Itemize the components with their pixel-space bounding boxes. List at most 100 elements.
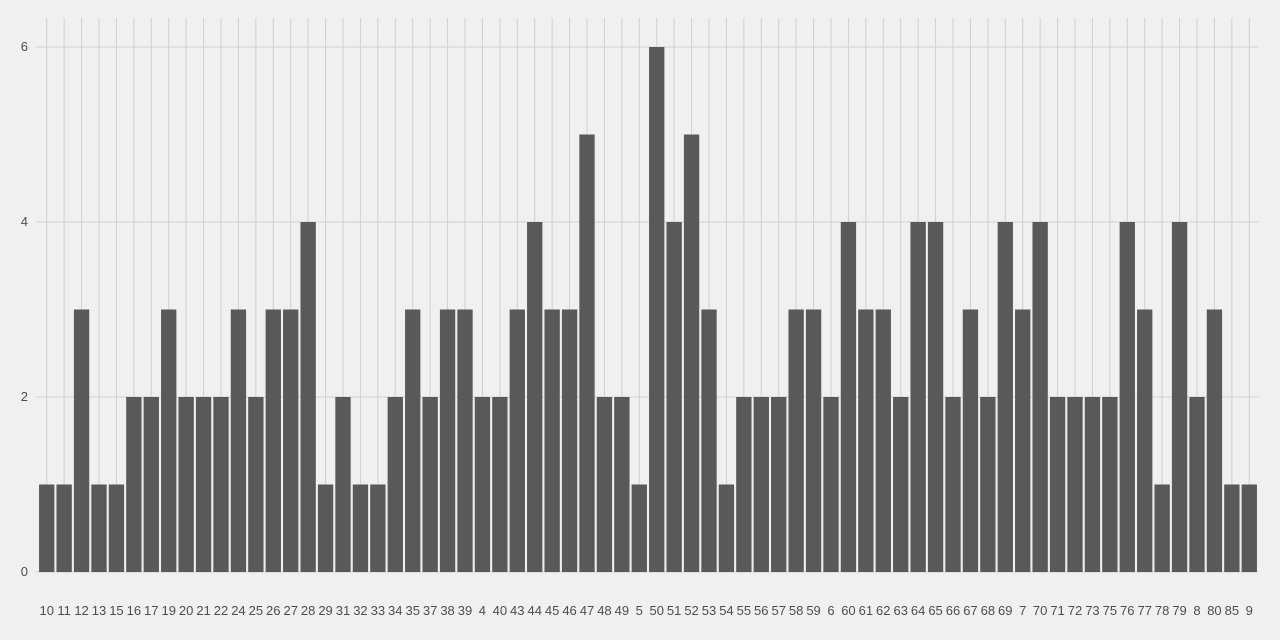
x-tick-label: 6: [827, 603, 834, 618]
bar-8: [1189, 397, 1205, 572]
bar-16: [126, 397, 142, 572]
x-tick-label: 52: [684, 603, 698, 618]
x-tick-label: 37: [423, 603, 437, 618]
bar-78: [1154, 484, 1170, 572]
bar-12: [73, 309, 90, 572]
bar-11: [56, 484, 72, 572]
bar-34: [387, 397, 403, 572]
x-tick-label: 11: [57, 603, 71, 618]
bar-85: [1224, 484, 1240, 572]
x-axis-tick-labels: 10 11 12 13 15 16 17 19 20 21 22 24 25 26 27 28 29 31 32 33…: [39, 603, 1252, 618]
x-tick-label: 27: [283, 603, 297, 618]
bar-10: [39, 484, 55, 572]
x-tick-label: 39: [458, 603, 472, 618]
x-tick-label: 54: [719, 603, 733, 618]
bar-49: [614, 397, 630, 572]
bar-70: [1032, 222, 1048, 572]
bar-60: [840, 222, 857, 572]
bar-13: [91, 484, 107, 572]
bar-66: [945, 397, 961, 572]
x-tick-label: 53: [702, 603, 716, 618]
x-tick-label: 17: [144, 603, 158, 618]
x-tick-label: 65: [928, 603, 942, 618]
bars: [39, 47, 1257, 572]
x-tick-label: 68: [981, 603, 995, 618]
y-tick-label: 4: [21, 214, 28, 229]
bar-43: [509, 309, 525, 572]
x-tick-label: 72: [1068, 603, 1082, 618]
bar-15: [108, 484, 125, 572]
x-tick-label: 85: [1225, 603, 1239, 618]
bar-61: [858, 309, 874, 572]
bar-48: [596, 397, 613, 572]
x-tick-label: 60: [841, 603, 855, 618]
x-tick-label: 61: [859, 603, 873, 618]
bar-63: [893, 397, 909, 572]
x-tick-label: 46: [562, 603, 576, 618]
bar-62: [875, 309, 891, 572]
bar-44: [527, 222, 543, 572]
bar-57: [771, 397, 787, 572]
x-tick-label: 35: [405, 603, 419, 618]
x-tick-label: 73: [1085, 603, 1099, 618]
bar-37: [422, 397, 438, 572]
x-tick-label: 19: [161, 603, 175, 618]
x-tick-label: 55: [737, 603, 751, 618]
bar-75: [1102, 397, 1118, 572]
bar-73: [1084, 397, 1101, 572]
bar-76: [1119, 222, 1135, 572]
x-tick-label: 21: [196, 603, 210, 618]
x-tick-label: 51: [667, 603, 681, 618]
x-tick-label: 25: [249, 603, 263, 618]
bar-79: [1171, 222, 1188, 572]
x-tick-label: 45: [545, 603, 559, 618]
x-tick-label: 80: [1207, 603, 1221, 618]
x-tick-label: 44: [527, 603, 541, 618]
bar-64: [910, 222, 926, 572]
bar-6: [823, 397, 839, 572]
x-tick-label: 78: [1155, 603, 1169, 618]
bar-24: [230, 309, 247, 572]
bar-71: [1049, 397, 1066, 572]
bar-25: [248, 397, 264, 572]
bar-68: [980, 397, 996, 572]
y-tick-label: 2: [21, 389, 28, 404]
bar-47: [579, 134, 595, 572]
x-tick-label: 59: [806, 603, 820, 618]
x-tick-label: 71: [1050, 603, 1064, 618]
bar-33: [370, 484, 386, 572]
x-tick-label: 38: [440, 603, 454, 618]
x-tick-label: 43: [510, 603, 524, 618]
x-tick-label: 31: [336, 603, 350, 618]
x-tick-label: 57: [771, 603, 785, 618]
x-tick-label: 7: [1019, 603, 1026, 618]
bar-39: [457, 309, 473, 572]
bar-19: [161, 309, 177, 572]
bar-77: [1137, 309, 1153, 572]
bar-50: [649, 47, 665, 572]
y-tick-label: 6: [21, 39, 28, 54]
bar-17: [143, 397, 159, 572]
bar-72: [1067, 397, 1083, 572]
bar-26: [265, 309, 281, 572]
bar-7: [1015, 309, 1031, 572]
x-tick-label: 69: [998, 603, 1012, 618]
bar-22: [213, 397, 229, 572]
x-tick-label: 66: [946, 603, 960, 618]
bar-58: [788, 309, 804, 572]
bar-65: [927, 222, 944, 572]
x-tick-label: 8: [1193, 603, 1200, 618]
x-tick-label: 47: [580, 603, 594, 618]
bar-20: [178, 397, 194, 572]
y-axis-tick-labels: 0 2 4 6: [21, 39, 28, 579]
bar-27: [283, 309, 299, 572]
bar-9: [1241, 484, 1257, 572]
bar-40: [492, 397, 508, 572]
x-tick-label: 40: [493, 603, 507, 618]
x-tick-label: 9: [1246, 603, 1253, 618]
bar-67: [962, 309, 979, 572]
bar-56: [753, 397, 769, 572]
x-tick-label: 48: [597, 603, 611, 618]
x-tick-label: 12: [74, 603, 88, 618]
